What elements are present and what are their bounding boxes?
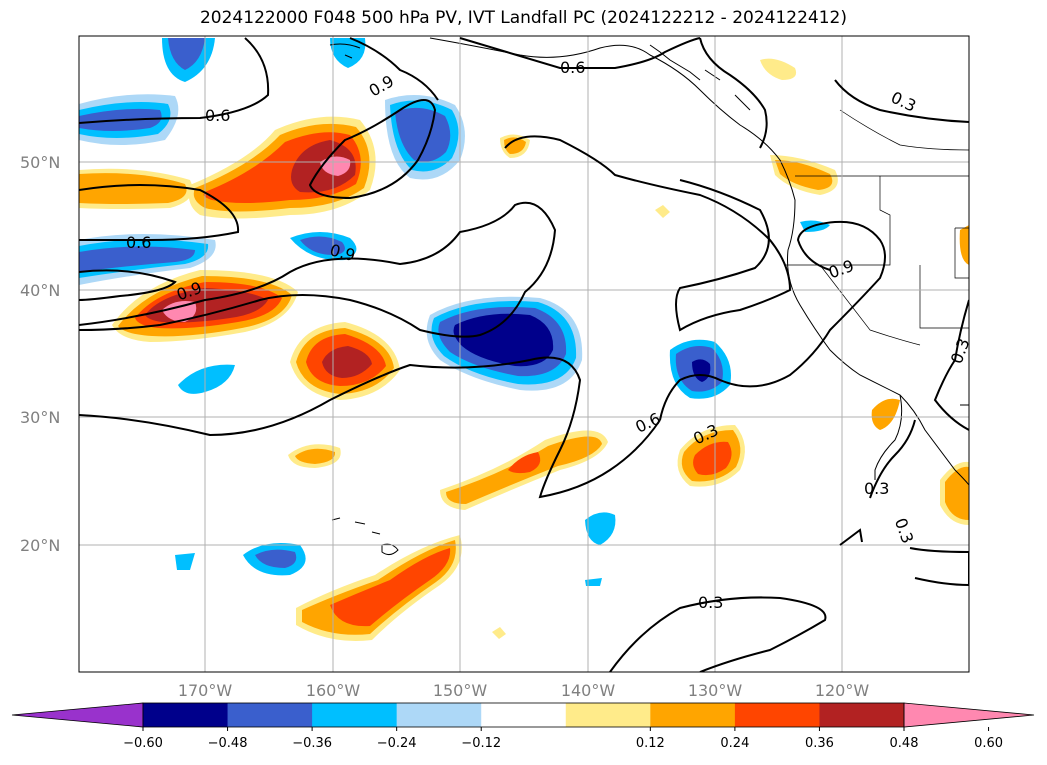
contour-label: 0.3 (947, 336, 974, 366)
colorbar-labels: −0.60 −0.48 −0.36 −0.24 −0.12 0.12 0.24 0.36 0.4… (123, 727, 1003, 751)
contour-label: 0.6 (126, 233, 151, 252)
lon-tick-label: 120°W (815, 681, 870, 700)
lat-tick-label: 50°N (20, 153, 60, 172)
contour-label: 0.3 (698, 593, 723, 612)
colorbar-tick-label: 0.12 (636, 736, 665, 751)
blue-patch-small-2 (178, 364, 235, 394)
warm-patch-gulf-north (188, 116, 376, 219)
colorbar-tick-label: 0.24 (720, 736, 749, 751)
blue-patch-gulf (385, 95, 465, 180)
colorbar-tick-label: 0.60 (974, 736, 1003, 751)
colorbar-segment (565, 703, 651, 727)
lon-axis: 170°W 160°W 150°W 140°W 130°W 120°W (178, 681, 870, 700)
colorbar-tick-label: −0.24 (377, 736, 417, 751)
borders (785, 109, 969, 346)
colorbar-segment (312, 703, 398, 727)
warm-patch-south (296, 535, 462, 641)
lon-tick-label: 140°W (561, 681, 616, 700)
map-frame (78, 35, 970, 673)
blue-patch-aleutian (330, 38, 366, 68)
warm-patch-east (677, 425, 745, 487)
contour-label: 0.3 (864, 479, 889, 498)
colorbar (11, 702, 1035, 728)
lat-axis: 50°N 40°N 30°N 20°N (20, 153, 60, 555)
colorbar-tick-label: 0.36 (805, 736, 834, 751)
lon-tick-label: 170°W (178, 681, 233, 700)
colorbar-extend-right (903, 702, 1035, 728)
colorbar-segment (734, 703, 820, 727)
ivt-contours (79, 37, 969, 672)
lon-tick-label: 150°W (433, 681, 488, 700)
lat-tick-label: 20°N (20, 536, 60, 555)
colorbar-frame (142, 702, 905, 728)
colorbar-tick-label: −0.60 (123, 736, 163, 751)
colorbar-tick-label: −0.48 (208, 736, 248, 751)
warm-patch-hawaii-band (440, 430, 608, 510)
lat-tick-label: 30°N (20, 408, 60, 427)
figure-title: 2024122000 F048 500 hPa PV, IVT Landfall… (199, 8, 847, 28)
colorbar-tick-label: −0.12 (461, 736, 501, 751)
lon-tick-label: 130°W (688, 681, 743, 700)
colorbar-tick-label: −0.36 (292, 736, 332, 751)
colorbar-segment (819, 703, 905, 727)
contour-label: 0.6 (560, 58, 585, 77)
colorbar-segment (481, 703, 567, 727)
colorbar-segment (227, 703, 313, 727)
blue-patch-small-1 (290, 232, 357, 261)
gridlines (79, 36, 969, 672)
warm-patch-west-band (79, 168, 193, 209)
colorbar-segment (143, 703, 229, 727)
blue-patch-top (162, 38, 215, 82)
colorbar-extend-left (11, 702, 144, 728)
blue-patch-west-mid (79, 234, 216, 285)
pv-shading (79, 38, 969, 641)
colorbar-segment (396, 703, 482, 727)
colorbar-tick-label: 0.48 (890, 736, 919, 751)
contour-label: 0.6 (205, 106, 230, 125)
colorbar-segment (650, 703, 736, 727)
blue-patch-east (669, 339, 731, 399)
lat-tick-label: 40°N (20, 281, 60, 300)
coastlines (329, 37, 969, 486)
lon-tick-label: 160°W (306, 681, 361, 700)
